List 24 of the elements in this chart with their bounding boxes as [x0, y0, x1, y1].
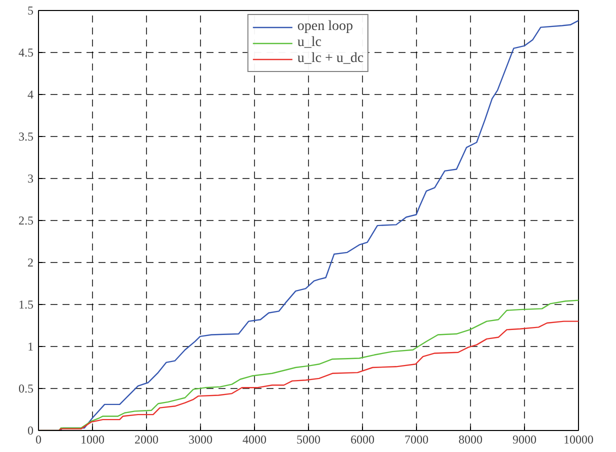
y-tick-label: 2 [28, 256, 34, 270]
legend-label: u_lc [297, 35, 322, 51]
x-tick-label: 9000 [512, 432, 536, 446]
y-tick-label: 5 [28, 4, 34, 18]
y-tick-label: 0.5 [18, 382, 34, 396]
y-tick-label: 0 [28, 424, 34, 438]
x-tick-label: 7000 [404, 432, 428, 446]
y-tick-label: 3 [28, 172, 34, 186]
x-tick-label: 2000 [134, 432, 158, 446]
legend-label: u_lc + u_dc [297, 51, 364, 67]
y-tick-label: 4 [28, 88, 34, 102]
x-tick-label: 1000 [80, 432, 104, 446]
x-tick-label: 8000 [458, 432, 482, 446]
y-tick-label: 2.5 [18, 214, 34, 228]
y-tick-label: 1 [28, 340, 34, 354]
x-tick-label: 10000 [564, 432, 594, 446]
x-tick-label: 5000 [296, 432, 320, 446]
x-tick-label: 4000 [242, 432, 266, 446]
y-tick-label: 4.5 [18, 46, 34, 60]
x-tick-label: 6000 [350, 432, 374, 446]
x-tick-label: 3000 [188, 432, 212, 446]
y-tick-label: 1.5 [18, 298, 34, 312]
y-tick-label: 3.5 [18, 130, 34, 144]
legend-label: open loop [297, 19, 353, 35]
